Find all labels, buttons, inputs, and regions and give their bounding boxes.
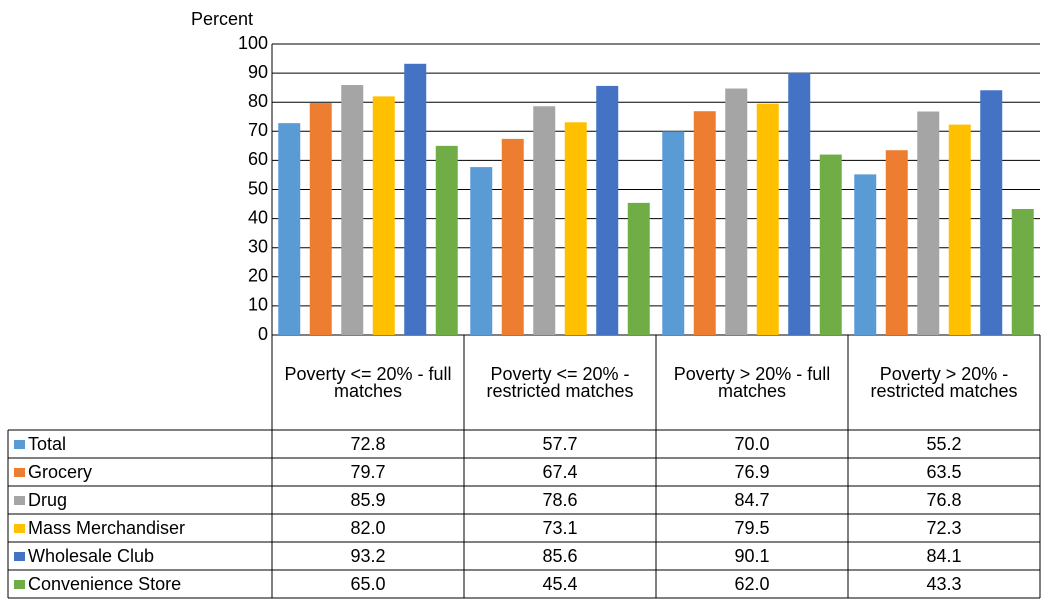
table-value: 57.7 xyxy=(542,434,577,454)
bar xyxy=(564,122,587,336)
table-value: 43.3 xyxy=(926,574,961,594)
bar xyxy=(885,150,908,335)
legend-key xyxy=(14,440,25,449)
table-value: 78.6 xyxy=(542,490,577,510)
table-value: 76.9 xyxy=(734,462,769,482)
bar xyxy=(278,123,301,335)
y-tick-label: 10 xyxy=(248,295,268,315)
y-tick-label: 0 xyxy=(258,324,268,344)
x-tick-label: Poverty > 20% - restricted matches xyxy=(870,363,1018,401)
y-tick-label: 60 xyxy=(248,149,268,169)
bar xyxy=(404,63,427,336)
table-value: 45.4 xyxy=(542,574,577,594)
y-axis-label: Percent xyxy=(191,9,253,29)
bar xyxy=(725,88,748,335)
bar xyxy=(756,103,779,335)
bar xyxy=(662,131,685,335)
legend-key xyxy=(14,468,25,477)
table-value: 82.0 xyxy=(350,518,385,538)
table-value: 72.8 xyxy=(350,434,385,454)
legend-label: Wholesale Club xyxy=(28,546,154,566)
table-value: 67.4 xyxy=(542,462,577,482)
bar xyxy=(693,111,716,335)
y-tick-label: 20 xyxy=(248,266,268,286)
bar xyxy=(819,154,842,335)
category-cell: Poverty > 20% - restricted matches xyxy=(870,363,1018,401)
table-value: 73.1 xyxy=(542,518,577,538)
table-value: 65.0 xyxy=(350,574,385,594)
table-value: 76.8 xyxy=(926,490,961,510)
legend-key xyxy=(14,580,25,589)
bar xyxy=(627,202,650,335)
category-cell: Poverty <= 20% - restricted matches xyxy=(486,363,634,401)
table-value: 93.2 xyxy=(350,546,385,566)
y-tick-label: 40 xyxy=(248,207,268,227)
legend-label: Mass Merchandiser xyxy=(28,518,185,538)
bar xyxy=(501,138,524,335)
table-value: 85.9 xyxy=(350,490,385,510)
table-value: 79.5 xyxy=(734,518,769,538)
bar xyxy=(788,72,811,336)
table-value: 85.6 xyxy=(542,546,577,566)
x-tick-label: Poverty <= 20% - restricted matches xyxy=(486,363,634,401)
table-value: 84.7 xyxy=(734,490,769,510)
bar xyxy=(1011,208,1034,335)
legend-label: Grocery xyxy=(28,462,92,482)
legend-key xyxy=(14,524,25,533)
legend-key xyxy=(14,496,25,505)
table-value: 55.2 xyxy=(926,434,961,454)
y-tick-label: 100 xyxy=(238,33,268,53)
y-tick-label: 90 xyxy=(248,62,268,82)
table-value: 70.0 xyxy=(734,434,769,454)
y-tick-label: 30 xyxy=(248,236,268,256)
category-cell: Poverty > 20% - full matches xyxy=(673,363,831,401)
bar xyxy=(470,167,493,335)
bar xyxy=(948,124,971,336)
table-value: 63.5 xyxy=(926,462,961,482)
x-tick-label: Poverty > 20% - full matches xyxy=(673,363,831,401)
y-tick-label: 70 xyxy=(248,120,268,140)
table-value: 62.0 xyxy=(734,574,769,594)
legend-label: Convenience Store xyxy=(28,574,181,594)
bar xyxy=(372,96,395,335)
legend-key xyxy=(14,552,25,561)
table-value: 84.1 xyxy=(926,546,961,566)
table-value: 79.7 xyxy=(350,462,385,482)
legend-label: Drug xyxy=(28,490,67,510)
legend-label: Total xyxy=(28,434,66,454)
bar xyxy=(309,103,332,335)
x-tick-label: Poverty <= 20% - full matches xyxy=(284,363,452,401)
bar xyxy=(854,174,877,335)
bar xyxy=(435,145,458,335)
category-cell: Poverty <= 20% - full matches xyxy=(284,363,452,401)
table-value: 72.3 xyxy=(926,518,961,538)
bar xyxy=(596,85,619,336)
bar xyxy=(533,106,556,335)
table-value: 90.1 xyxy=(734,546,769,566)
bar xyxy=(980,90,1003,335)
y-tick-label: 80 xyxy=(248,91,268,111)
bar xyxy=(917,111,940,336)
bar xyxy=(341,85,364,335)
y-tick-label: 50 xyxy=(248,178,268,198)
